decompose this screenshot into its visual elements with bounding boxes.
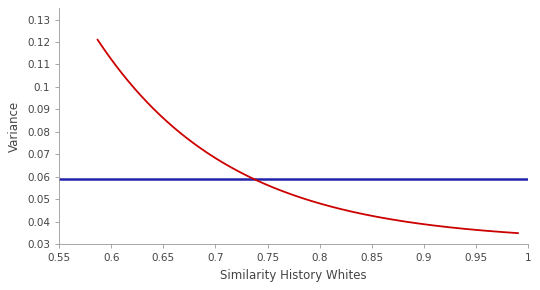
X-axis label: Similarity History Whites: Similarity History Whites — [220, 269, 367, 282]
Y-axis label: Variance: Variance — [8, 101, 22, 152]
